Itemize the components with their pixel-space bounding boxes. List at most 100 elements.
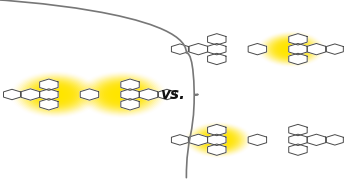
Polygon shape (289, 134, 307, 146)
Circle shape (206, 133, 231, 147)
Polygon shape (326, 44, 343, 54)
Polygon shape (208, 144, 226, 155)
Circle shape (100, 83, 144, 106)
Circle shape (271, 39, 311, 60)
Polygon shape (40, 89, 58, 100)
Circle shape (204, 132, 233, 147)
Circle shape (16, 74, 94, 115)
Circle shape (213, 137, 224, 143)
Circle shape (119, 93, 126, 96)
Circle shape (42, 88, 68, 101)
Circle shape (86, 75, 159, 114)
Circle shape (15, 73, 95, 116)
Polygon shape (121, 99, 139, 110)
Circle shape (215, 138, 221, 141)
Circle shape (53, 94, 57, 95)
Polygon shape (208, 53, 226, 65)
Circle shape (210, 135, 227, 144)
Polygon shape (208, 43, 226, 55)
Circle shape (49, 91, 61, 98)
Polygon shape (121, 89, 139, 100)
Circle shape (284, 45, 298, 53)
Circle shape (196, 128, 241, 152)
Circle shape (93, 79, 152, 110)
Circle shape (193, 126, 244, 153)
Circle shape (102, 84, 143, 105)
Polygon shape (80, 89, 99, 100)
Polygon shape (307, 134, 326, 146)
Circle shape (266, 36, 317, 63)
Circle shape (40, 87, 70, 102)
Circle shape (27, 80, 83, 109)
Circle shape (273, 39, 310, 59)
Circle shape (121, 94, 124, 95)
Polygon shape (208, 34, 226, 45)
Circle shape (29, 81, 81, 108)
Circle shape (111, 89, 133, 100)
Circle shape (200, 130, 237, 150)
Circle shape (191, 125, 245, 154)
Polygon shape (40, 99, 58, 110)
Circle shape (190, 125, 247, 155)
Circle shape (33, 83, 77, 106)
Circle shape (281, 44, 301, 54)
Circle shape (288, 48, 294, 51)
Polygon shape (139, 89, 158, 100)
Polygon shape (4, 89, 21, 100)
Circle shape (214, 138, 223, 142)
Circle shape (280, 43, 302, 55)
Polygon shape (121, 79, 139, 90)
Polygon shape (158, 89, 175, 100)
Circle shape (211, 136, 225, 144)
Circle shape (201, 131, 235, 149)
Circle shape (31, 82, 79, 107)
Circle shape (82, 73, 163, 116)
Polygon shape (208, 134, 226, 146)
Circle shape (37, 85, 73, 104)
Circle shape (197, 129, 240, 151)
Circle shape (20, 76, 90, 113)
Circle shape (106, 86, 139, 103)
Circle shape (207, 134, 230, 146)
Circle shape (26, 79, 84, 110)
Circle shape (115, 91, 130, 98)
Polygon shape (189, 134, 208, 146)
Circle shape (97, 81, 148, 108)
Circle shape (275, 41, 307, 57)
Circle shape (110, 88, 135, 101)
Circle shape (113, 90, 132, 99)
Circle shape (189, 124, 248, 156)
Circle shape (194, 127, 242, 153)
Polygon shape (248, 43, 267, 55)
Circle shape (263, 34, 320, 64)
Polygon shape (40, 79, 58, 90)
Circle shape (22, 77, 88, 112)
Circle shape (35, 84, 75, 105)
Circle shape (287, 47, 295, 51)
Circle shape (44, 89, 66, 100)
Polygon shape (326, 135, 343, 145)
Circle shape (51, 93, 59, 96)
Polygon shape (208, 124, 226, 136)
Circle shape (87, 76, 158, 113)
Polygon shape (289, 53, 307, 65)
Circle shape (264, 35, 318, 64)
Circle shape (117, 91, 128, 98)
Circle shape (270, 38, 312, 60)
Circle shape (198, 129, 238, 150)
Polygon shape (189, 43, 208, 55)
Circle shape (95, 80, 150, 109)
Circle shape (290, 48, 293, 50)
Circle shape (187, 123, 250, 156)
Polygon shape (289, 34, 307, 45)
Polygon shape (289, 124, 307, 136)
Circle shape (24, 78, 86, 111)
Circle shape (277, 42, 305, 57)
Polygon shape (307, 43, 326, 55)
Text: vs.: vs. (160, 87, 185, 102)
Circle shape (89, 77, 156, 112)
Polygon shape (21, 89, 40, 100)
Circle shape (274, 40, 308, 58)
Circle shape (267, 36, 315, 62)
Circle shape (98, 82, 147, 107)
